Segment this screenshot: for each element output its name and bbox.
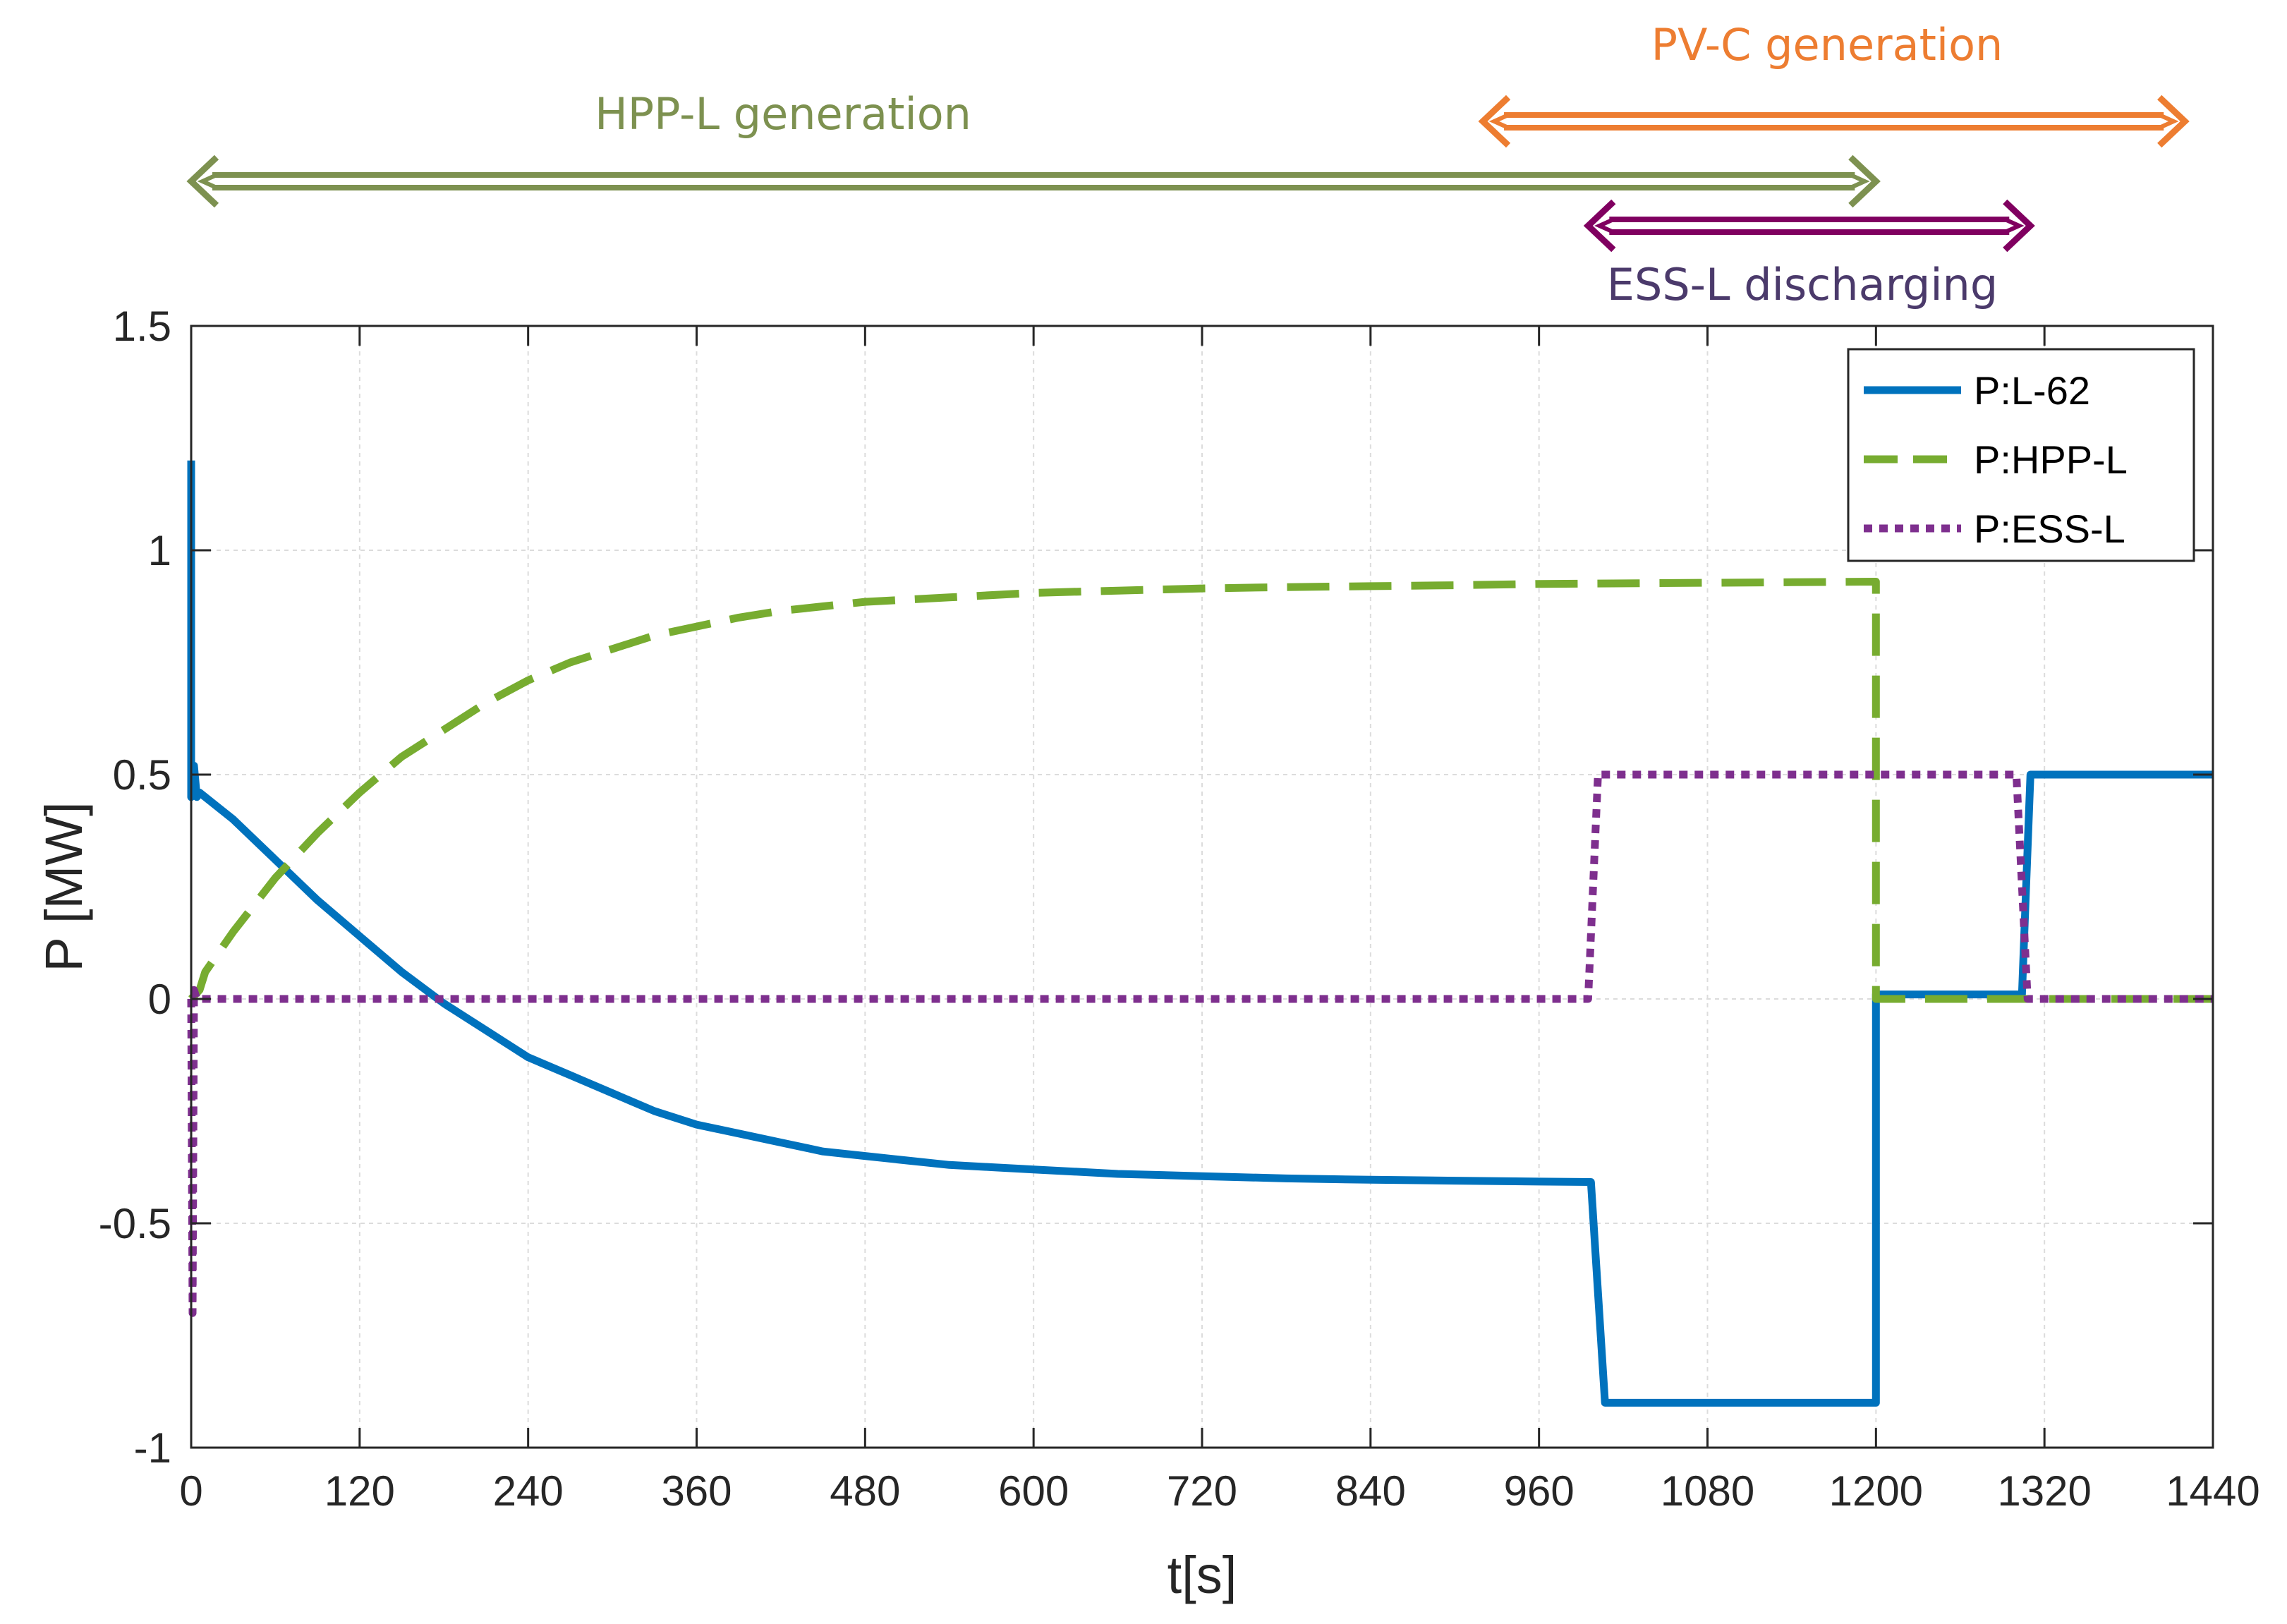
- series-line-2: [188, 578, 2213, 1003]
- legend-entry-label: P:L-62: [1974, 368, 2090, 413]
- x-tick-label: 120: [324, 1467, 395, 1515]
- plot-series: [187, 460, 2213, 1407]
- y-tick-label: -0.5: [99, 1200, 171, 1247]
- annotation-label: PV-C generation: [1651, 19, 2003, 71]
- y-tick-label: 0: [148, 976, 171, 1023]
- annotations: HPP-L generation PV-C generation ESS-L dis…: [186, 19, 2190, 310]
- annotation-arrow-3: [1583, 199, 2035, 253]
- legend: P:L-62 P:HPP-L P:ESS-L: [1847, 348, 2195, 562]
- y-axis-label: P [MW]: [35, 801, 93, 971]
- legend-entry-label: P:HPP-L: [1974, 437, 2128, 482]
- series-line-3: [187, 770, 2213, 1317]
- x-tick-label: 360: [661, 1467, 732, 1515]
- y-tick-label: -1: [134, 1424, 171, 1472]
- annotation-arrow-1: [186, 154, 1881, 208]
- x-tick-label: 0: [179, 1467, 202, 1515]
- y-tick-label: 1: [148, 527, 171, 574]
- annotation-label: ESS-L discharging: [1607, 259, 1998, 310]
- annotation-label: HPP-L generation: [595, 88, 971, 140]
- x-tick-label: 240: [493, 1467, 564, 1515]
- y-tick-label: 1.5: [113, 303, 171, 350]
- series-line-1: [187, 460, 2213, 1407]
- x-tick-label: 960: [1504, 1467, 1575, 1515]
- x-tick-label: 1440: [2166, 1467, 2259, 1515]
- x-tick-label: 840: [1335, 1467, 1406, 1515]
- y-tick-label: 0.5: [113, 751, 171, 799]
- x-tick-label: 1320: [1997, 1467, 2091, 1515]
- annotation-arrow-2: [1478, 95, 2190, 148]
- legend-box: [1847, 348, 2195, 562]
- legend-entry-label: P:ESS-L: [1974, 507, 2125, 551]
- x-tick-label: 720: [1167, 1467, 1237, 1515]
- x-tick-label: 480: [830, 1467, 900, 1515]
- x-tick-label: 1080: [1661, 1467, 1754, 1515]
- axis-ticks: 0 120 240 360 480 600 720 840 960 1080 1200 1320 144…: [99, 303, 2260, 1515]
- x-axis-label: t[s]: [1167, 1546, 1237, 1604]
- x-tick-label: 1200: [1829, 1467, 1923, 1515]
- x-tick-label: 600: [998, 1467, 1069, 1515]
